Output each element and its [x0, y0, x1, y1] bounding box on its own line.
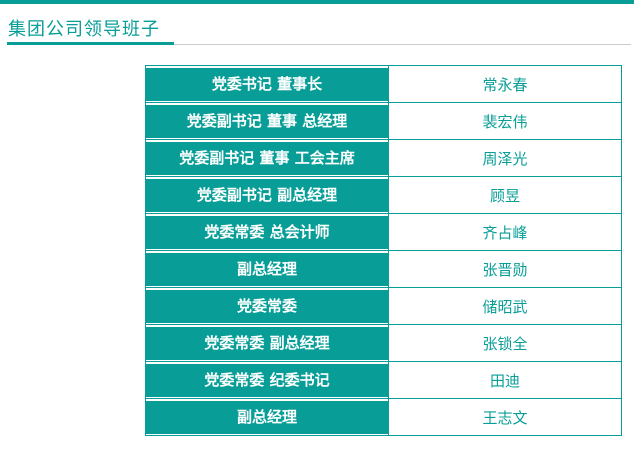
position-cell: 党委常委 纪委书记	[145, 361, 389, 399]
position-label: 党委副书记 董事 工会主席	[146, 141, 388, 175]
name-cell: 张晋勋	[388, 250, 622, 288]
position-label: 党委副书记 副总经理	[146, 178, 388, 212]
position-cell: 党委常委 总会计师	[145, 213, 389, 251]
position-label: 党委常委	[146, 289, 388, 323]
leadership-table: 党委书记 董事长 常永春 党委副书记 董事 总经理 裴宏伟 党委副书记 董事 工…	[145, 65, 622, 436]
position-label: 副总经理	[146, 400, 388, 434]
position-label: 党委书记 董事长	[146, 67, 388, 101]
position-label: 副总经理	[146, 252, 388, 286]
leadership-table-body: 党委书记 董事长 常永春 党委副书记 董事 总经理 裴宏伟 党委副书记 董事 工…	[145, 65, 622, 436]
table-row: 副总经理 王志文	[145, 398, 622, 436]
position-cell: 党委常委	[145, 287, 389, 325]
position-cell: 党委副书记 副总经理	[145, 176, 389, 214]
title-underline-accent-segment	[7, 42, 174, 45]
table-row: 党委常委 总会计师 齐占峰	[145, 213, 622, 251]
name-cell: 田迪	[388, 361, 622, 399]
position-cell: 党委副书记 董事 工会主席	[145, 139, 389, 177]
name-cell: 常永春	[388, 65, 622, 103]
position-cell: 副总经理	[145, 398, 389, 436]
name-cell: 储昭武	[388, 287, 622, 325]
top-accent-bar	[0, 0, 634, 4]
position-cell: 党委常委 副总经理	[145, 324, 389, 362]
name-cell: 顾昱	[388, 176, 622, 214]
table-row: 党委副书记 董事 工会主席 周泽光	[145, 139, 622, 177]
title-underline-gray-divider	[174, 44, 631, 45]
table-row: 党委副书记 董事 总经理 裴宏伟	[145, 102, 622, 140]
table-row: 党委常委 储昭武	[145, 287, 622, 325]
table-row: 党委常委 副总经理 张锁全	[145, 324, 622, 362]
position-label: 党委常委 纪委书记	[146, 363, 388, 397]
name-cell: 裴宏伟	[388, 102, 622, 140]
name-cell: 齐占峰	[388, 213, 622, 251]
position-label: 党委常委 总会计师	[146, 215, 388, 249]
position-label: 党委常委 副总经理	[146, 326, 388, 360]
table-row: 党委副书记 副总经理 顾昱	[145, 176, 622, 214]
position-label: 党委副书记 董事 总经理	[146, 104, 388, 138]
position-cell: 党委副书记 董事 总经理	[145, 102, 389, 140]
table-row: 党委常委 纪委书记 田迪	[145, 361, 622, 399]
position-cell: 副总经理	[145, 250, 389, 288]
name-cell: 王志文	[388, 398, 622, 436]
table-row: 副总经理 张晋勋	[145, 250, 622, 288]
position-cell: 党委书记 董事长	[145, 65, 389, 103]
table-row: 党委书记 董事长 常永春	[145, 65, 622, 103]
name-cell: 张锁全	[388, 324, 622, 362]
name-cell: 周泽光	[388, 139, 622, 177]
page-title: 集团公司领导班子	[8, 19, 160, 40]
title-underline	[7, 42, 631, 45]
